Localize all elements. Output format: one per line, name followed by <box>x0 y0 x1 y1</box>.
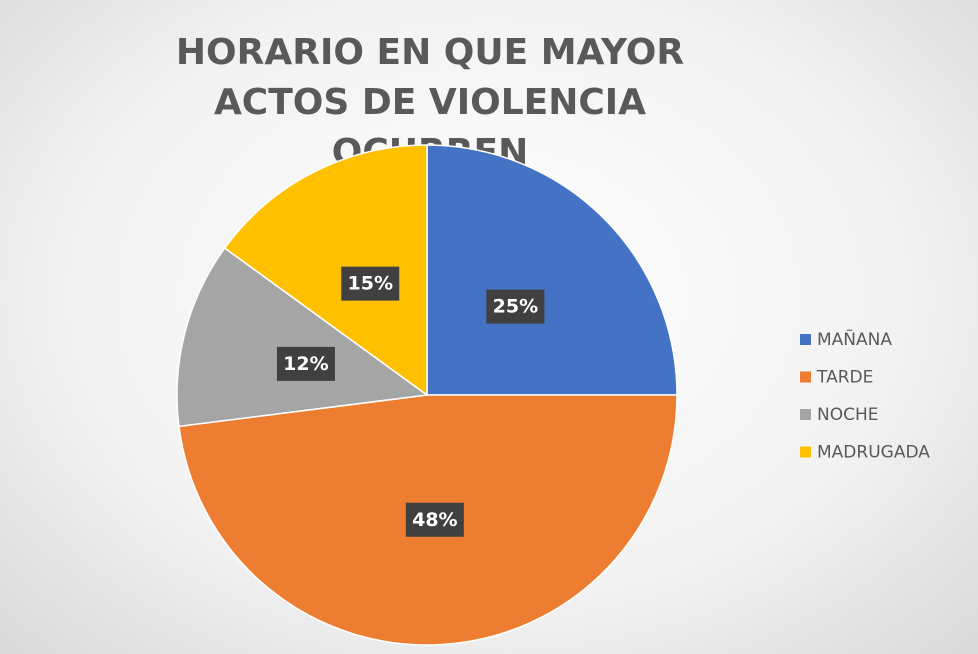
legend-swatch <box>800 334 811 345</box>
data-label: 25% <box>493 296 538 318</box>
legend-label: MADRUGADA <box>817 443 930 463</box>
legend-swatch <box>800 446 811 458</box>
data-label: 12% <box>283 353 328 375</box>
data-label: 48% <box>412 509 457 531</box>
pie-slice <box>223 144 428 397</box>
pie-slice <box>426 144 678 396</box>
label-box <box>405 502 464 537</box>
legend-swatch <box>800 371 811 383</box>
pie-slice <box>176 247 429 428</box>
label-box <box>341 266 400 301</box>
legend-label: MAÑANA <box>817 328 892 350</box>
legend-swatch <box>800 409 811 420</box>
label-box <box>486 289 545 324</box>
legend-label: NOCHE <box>817 405 879 425</box>
data-label: 15% <box>348 273 393 295</box>
legend-label: TARDE <box>816 368 873 388</box>
chart-title: HORARIO EN QUE MAYOR ACTOS DE VIOLENCIA … <box>175 32 685 173</box>
label-box <box>276 346 335 381</box>
